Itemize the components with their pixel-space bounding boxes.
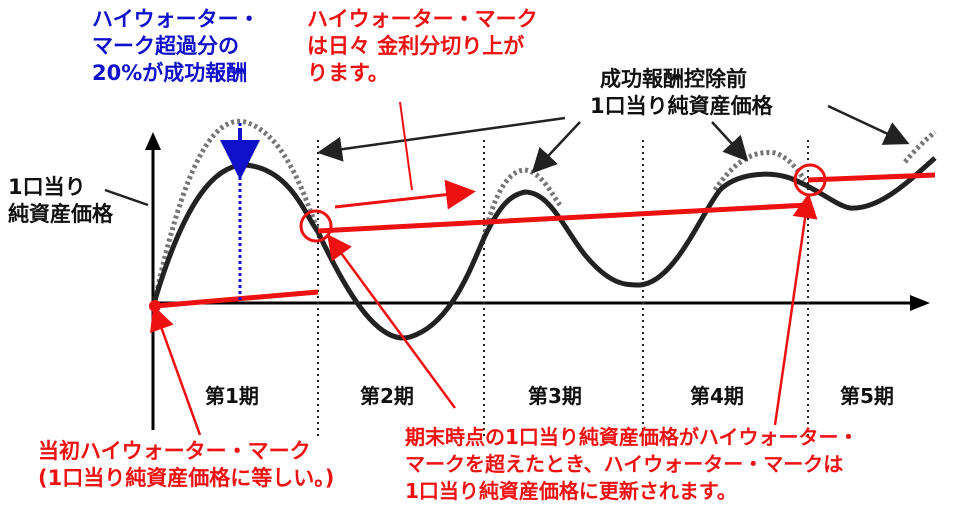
pre-fee-nav-note-line-1: 成功報酬控除前: [600, 67, 747, 91]
leader-arrow-pre-fee-to-period5: [827, 104, 910, 145]
hwm-segment-period-1: [154, 289, 319, 309]
hwm-update-note-line-1: 期末時点の1口当り純資産価格がハイウォーター・: [405, 425, 859, 449]
success-fee-note: ハイウォーター・ マーク超過分の 20%が成功報酬: [92, 6, 260, 87]
period-label-2: 第2期: [360, 384, 414, 408]
hwm-segment-period-2-4: [317, 202, 809, 234]
hwm-rise-leader: [399, 101, 413, 191]
hwm-update-note-line-2: マークを超えたとき、ハイウォーター・マークは: [405, 452, 844, 476]
leader-arrow-pre-fee-to-period2: [317, 116, 566, 162]
period-label-1: 第1期: [205, 384, 259, 408]
hwm-daily-rise-note-line-2: は日々 金利分切り上が: [307, 34, 525, 58]
hwm-update-leader-2: [773, 193, 818, 426]
success-fee-note-line-1: ハイウォーター・: [92, 7, 260, 31]
nav-note-line-1: 1口当り: [8, 175, 86, 199]
initial-hwm-note-line-1: 当初ハイウォーター・マーク: [38, 439, 311, 463]
pre-fee-nav-curve: [152, 118, 937, 301]
hwm-daily-rise-note-line-3: ります。: [307, 61, 389, 85]
x-axis-arrowhead: [910, 295, 930, 311]
hwm-update-note: 期末時点の1口当り純資産価格がハイウォーター・ マークを超えたとき、ハイウォータ…: [405, 424, 859, 505]
period-label-5: 第5期: [840, 384, 894, 408]
hwm-update-leader-1: [327, 233, 457, 409]
y-axis-arrowhead: [145, 132, 161, 150]
success-fee-note-line-2: マーク超過分の: [92, 34, 239, 58]
hwm-segment-period-5: [807, 172, 936, 183]
pre-fee-nav-note: 成功報酬控除前 1口当り純資産価格: [590, 66, 773, 120]
hwm-daily-rise-note-line-1: ハイウォーター・マーク: [307, 7, 538, 31]
leader-arrow-pre-fee-to-period4: [711, 121, 749, 162]
initial-hwm-note-line-2: (1口当り純資産価格に等しい。): [38, 466, 335, 490]
leader-arrow-nav: [104, 188, 149, 207]
hwm-update-circle-1: [299, 209, 333, 243]
hwm-rise-arrow: [334, 179, 476, 210]
pre-fee-nav-note-line-2: 1口当り純資産価格: [590, 94, 773, 118]
nav-note: 1口当り 純資産価格: [8, 174, 113, 228]
success-fee-note-line-3: 20%が成功報酬: [92, 61, 248, 85]
hwm-update-note-line-3: 1口当り純資産価格に更新されます。: [405, 479, 737, 503]
nav-note-line-2: 純資産価格: [8, 202, 113, 226]
leader-arrow-pre-fee-to-period3: [531, 121, 581, 174]
nav-curve: [152, 156, 937, 341]
initial-hwm-note: 当初ハイウォーター・マーク (1口当り純資産価格に等しい。): [38, 438, 334, 492]
initial-hwm-leader: [150, 305, 202, 436]
hwm-daily-rise-note: ハイウォーター・マーク は日々 金利分切り上が ります。: [307, 6, 538, 87]
period-label-4: 第4期: [690, 384, 744, 408]
period-label-3: 第3期: [528, 384, 582, 408]
